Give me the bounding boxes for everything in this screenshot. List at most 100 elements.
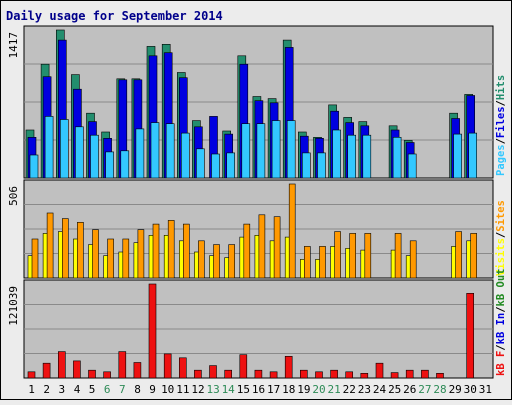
panel-visits-sites: 506 Visits/Sites (7, 179, 507, 279)
bar-pages-day-4 (75, 126, 84, 179)
bar-sites-day-21 (334, 231, 341, 279)
bar-kb-f-day-5 (88, 369, 96, 379)
day-label-3: 3 (58, 383, 65, 396)
legend-hits-files-pages: Pages/Files/Hits (495, 75, 507, 176)
bar-sites-day-9 (152, 223, 160, 279)
day-label-18: 18 (282, 383, 295, 396)
legend-entry-kb-f: kB F (495, 351, 507, 376)
legend-entry-pages: Pages (495, 144, 507, 176)
legend-separator: / (495, 232, 507, 238)
chart-panels: 1417Pages/Files/Hits506Visits/Sites12103… (7, 25, 507, 379)
bar-kb-f-day-7 (118, 351, 127, 379)
bar-kb-f-day-1 (27, 371, 36, 379)
day-label-24: 24 (373, 383, 387, 396)
y-max-label: 121039 (7, 286, 20, 326)
bar-pages-day-12 (196, 148, 205, 179)
bar-sites-day-5 (92, 229, 99, 279)
bar-kb-f-day-24 (375, 362, 384, 379)
day-label-21: 21 (327, 383, 340, 396)
bar-sites-day-3 (61, 218, 69, 279)
legend-kbytes: kB F/kB In/kB Out (495, 269, 507, 377)
bar-kb-f-day-8 (133, 362, 142, 379)
bar-pages-day-30 (468, 132, 478, 179)
legend-entry-visits: Visits (495, 238, 507, 276)
day-label-6: 6 (104, 383, 111, 396)
bar-sites-day-14 (228, 244, 235, 279)
day-label-4: 4 (74, 383, 81, 396)
bar-sites-day-17 (273, 216, 281, 279)
day-label-20: 20 (312, 383, 325, 396)
day-label-7: 7 (119, 383, 126, 396)
bar-sites-day-10 (167, 220, 175, 279)
bar-kb-f-day-23 (360, 372, 369, 379)
day-label-14: 14 (222, 383, 236, 396)
bar-kb-f-day-20 (315, 371, 323, 379)
bar-sites-day-19 (303, 246, 311, 279)
bar-sites-day-12 (198, 240, 205, 279)
bar-sites-day-11 (183, 223, 190, 279)
day-label-10: 10 (161, 383, 174, 396)
day-label-30: 30 (464, 383, 477, 396)
bar-kb-f-day-13 (209, 365, 217, 379)
bar-sites-day-29 (455, 231, 462, 279)
bar-kb-f-day-19 (299, 369, 308, 379)
bar-pages-day-1 (29, 154, 39, 179)
bar-sites-day-15 (243, 223, 251, 279)
bar-pages-day-17 (271, 120, 281, 179)
legend-entry-kb-in: kB In (495, 313, 507, 345)
day-label-16: 16 (252, 383, 265, 396)
day-label-8: 8 (134, 383, 141, 396)
bar-sites-day-16 (258, 214, 266, 279)
bar-kb-f-day-21 (330, 369, 338, 379)
bar-sites-day-6 (107, 238, 114, 279)
bar-sites-day-23 (364, 233, 372, 279)
bar-sites-day-8 (137, 229, 145, 279)
bar-kb-f-day-6 (103, 371, 111, 379)
bar-kb-f-day-2 (42, 362, 51, 379)
day-label-29: 29 (449, 383, 462, 396)
bar-kb-f-day-4 (73, 360, 81, 379)
legend-entry-hits: Hits (495, 75, 507, 100)
bar-pages-day-5 (90, 134, 99, 179)
bar-pages-day-3 (59, 119, 69, 179)
legend-entry-kb-out: kB Out (495, 269, 507, 307)
bar-pages-day-29 (453, 133, 462, 179)
bar-pages-day-11 (181, 132, 190, 179)
bar-sites-day-26 (409, 240, 417, 279)
bar-kb-f-day-27 (421, 369, 429, 379)
bar-pages-day-7 (120, 150, 130, 179)
day-label-28: 28 (433, 383, 446, 396)
bar-pages-day-26 (407, 153, 417, 179)
bar-sites-day-2 (46, 212, 54, 279)
chart-title: Daily usage for September 2014 (6, 9, 223, 23)
bar-sites-day-7 (122, 238, 130, 279)
bar-sites-day-25 (394, 233, 402, 279)
y-max-label: 506 (7, 186, 20, 206)
bar-kb-f-day-25 (390, 372, 399, 379)
day-label-23: 23 (358, 383, 371, 396)
legend-visits-sites: Visits/Sites (495, 200, 507, 276)
bar-kb-f-day-28 (436, 372, 444, 379)
day-label-9: 9 (149, 383, 156, 396)
legend-separator: / (495, 344, 507, 350)
legend-entry-sites: Sites (495, 200, 507, 232)
day-label-2: 2 (43, 383, 50, 396)
bar-sites-day-4 (77, 222, 84, 279)
bar-kb-f-day-22 (345, 371, 354, 379)
legend-separator: / (495, 138, 507, 144)
bar-kb-f-day-30 (466, 292, 475, 379)
bar-pages-day-16 (256, 123, 266, 179)
bar-kb-f-day-15 (239, 354, 248, 379)
bar-pages-day-14 (226, 152, 235, 179)
day-label-12: 12 (191, 383, 204, 396)
bar-pages-day-22 (347, 134, 357, 179)
day-label-5: 5 (89, 383, 96, 396)
bar-pages-day-13 (211, 153, 220, 179)
bar-pages-day-15 (241, 123, 251, 179)
day-label-11: 11 (176, 383, 189, 396)
bar-kb-f-day-12 (194, 369, 202, 379)
bar-kb-f-day-26 (405, 369, 414, 379)
bar-pages-day-18 (286, 120, 296, 179)
